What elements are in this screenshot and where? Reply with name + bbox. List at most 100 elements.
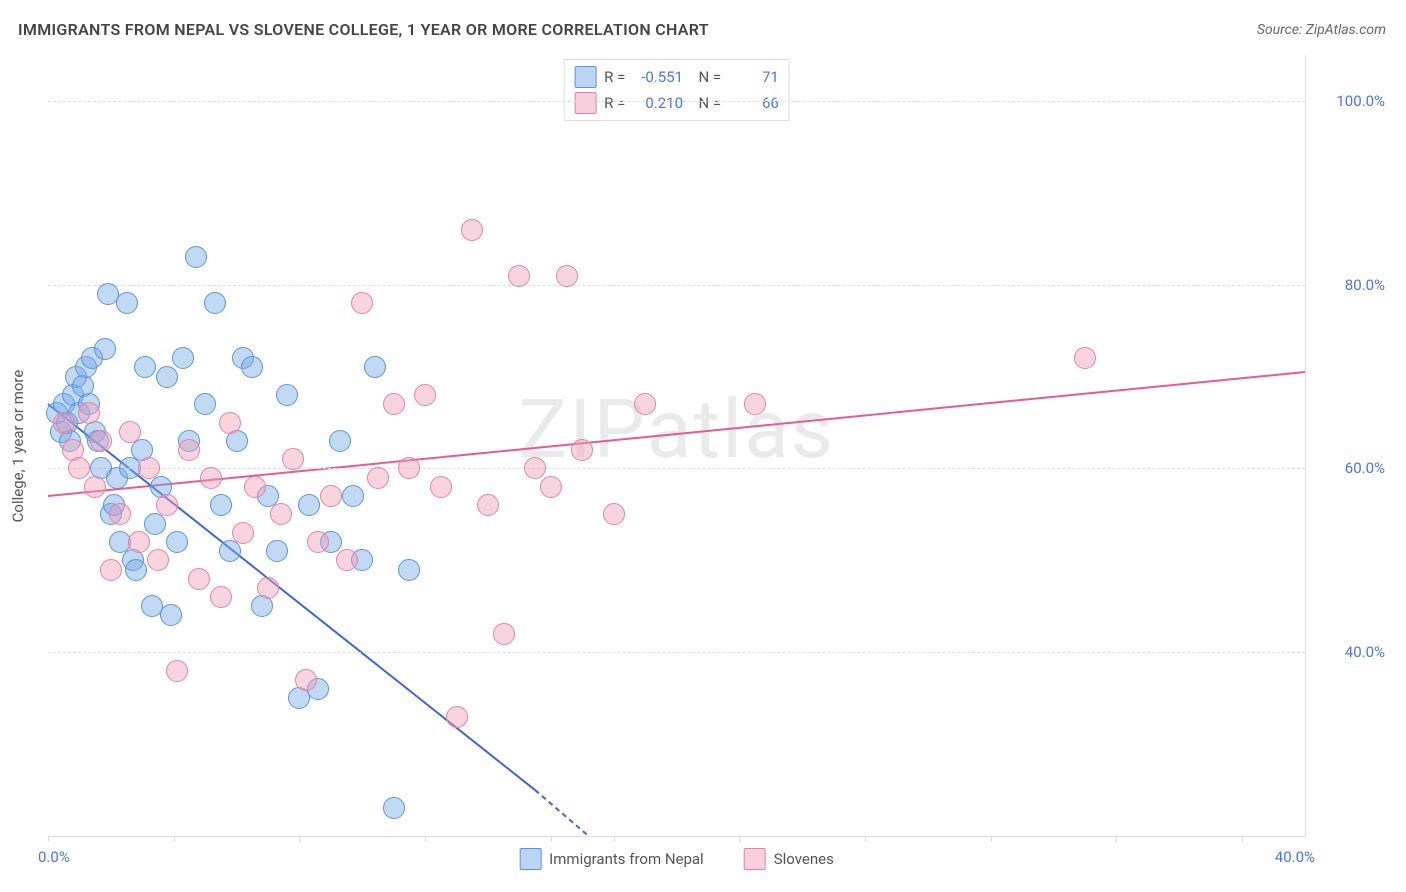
- data-point: [241, 356, 263, 378]
- data-point: [185, 246, 207, 268]
- n-value-nepal: 71: [725, 68, 779, 86]
- data-point: [204, 292, 226, 314]
- data-point: [172, 347, 194, 369]
- gridline: [48, 652, 1305, 653]
- data-point: [540, 476, 562, 498]
- data-point: [571, 439, 593, 461]
- x-tick: [991, 836, 992, 842]
- data-point: [524, 457, 546, 479]
- x-tick: [48, 836, 49, 842]
- data-point: [188, 568, 210, 590]
- r-label: R = 0.210: [604, 94, 683, 112]
- data-point: [257, 577, 279, 599]
- r-value-slovene: 0.210: [629, 94, 683, 112]
- r-label: R = -0.551: [604, 68, 683, 86]
- series-legend: Immigrants from Nepal Slovenes: [519, 848, 834, 870]
- data-point: [100, 559, 122, 581]
- data-point: [160, 604, 182, 626]
- data-point: [94, 338, 116, 360]
- legend-label-nepal: Immigrants from Nepal: [549, 850, 704, 868]
- gridline: [48, 101, 1305, 102]
- x-axis-max-label: 40.0%: [1275, 848, 1315, 866]
- data-point: [414, 384, 436, 406]
- source-link[interactable]: ZipAtlas.com: [1306, 22, 1386, 38]
- data-point: [307, 531, 329, 553]
- data-point: [210, 586, 232, 608]
- y-tick-label: 80.0%: [1315, 276, 1385, 294]
- data-point: [119, 421, 141, 443]
- data-point: [219, 412, 241, 434]
- data-point: [342, 485, 364, 507]
- data-point: [116, 292, 138, 314]
- data-point: [232, 522, 254, 544]
- data-point: [282, 448, 304, 470]
- data-point: [364, 356, 386, 378]
- data-point: [53, 412, 75, 434]
- scatter-plot-area: College, 1 year or more ZIPatlas R = -0.…: [48, 55, 1306, 837]
- data-point: [78, 402, 100, 424]
- swatch-blue-icon: [574, 66, 596, 88]
- chart-title: IMMIGRANTS FROM NEPAL VS SLOVENE COLLEGE…: [18, 20, 709, 39]
- data-point: [90, 430, 112, 452]
- data-point: [134, 356, 156, 378]
- n-label: N = 71: [691, 68, 779, 86]
- data-point: [461, 219, 483, 241]
- x-tick: [614, 836, 615, 842]
- gridline: [48, 285, 1305, 286]
- data-point: [1074, 347, 1096, 369]
- data-point: [383, 797, 405, 819]
- data-point: [109, 503, 131, 525]
- legend-row-slovene: R = 0.210 N = 66: [574, 90, 779, 116]
- data-point: [298, 494, 320, 516]
- y-tick-label: 100.0%: [1315, 92, 1385, 110]
- data-point: [270, 503, 292, 525]
- x-tick: [1242, 836, 1243, 842]
- data-point: [156, 494, 178, 516]
- data-point: [128, 531, 150, 553]
- data-point: [329, 430, 351, 452]
- data-point: [336, 549, 358, 571]
- data-point: [219, 540, 241, 562]
- data-point: [200, 467, 222, 489]
- data-point: [398, 559, 420, 581]
- x-tick: [425, 836, 426, 842]
- y-axis-title: College, 1 year or more: [9, 369, 27, 522]
- legend-item-nepal: Immigrants from Nepal: [519, 848, 704, 870]
- data-point: [156, 366, 178, 388]
- x-tick: [1116, 836, 1117, 842]
- legend-row-nepal: R = -0.551 N = 71: [574, 64, 779, 90]
- data-point: [446, 706, 468, 728]
- n-value-slovene: 66: [725, 94, 779, 112]
- data-point: [398, 457, 420, 479]
- data-point: [147, 549, 169, 571]
- data-point: [367, 467, 389, 489]
- data-point: [276, 384, 298, 406]
- x-tick: [865, 836, 866, 842]
- data-point: [320, 485, 342, 507]
- data-point: [68, 457, 90, 479]
- data-point: [493, 623, 515, 645]
- data-point: [744, 393, 766, 415]
- gridline: [48, 468, 1305, 469]
- data-point: [383, 393, 405, 415]
- source-label: Source:: [1257, 22, 1306, 38]
- n-label: N = 66: [691, 94, 779, 112]
- x-tick: [299, 836, 300, 842]
- data-point: [477, 494, 499, 516]
- x-tick: [174, 836, 175, 842]
- data-point: [603, 503, 625, 525]
- correlation-legend: R = -0.551 N = 71 R = 0.210 N = 66: [563, 59, 790, 121]
- data-point: [84, 476, 106, 498]
- y-tick-label: 60.0%: [1315, 459, 1385, 477]
- data-point: [144, 513, 166, 535]
- swatch-blue-icon: [519, 848, 541, 870]
- data-point: [138, 457, 160, 479]
- x-axis-min-label: 0.0%: [38, 848, 70, 866]
- legend-label-slovene: Slovenes: [774, 850, 834, 868]
- data-point: [178, 439, 200, 461]
- data-point: [210, 494, 232, 516]
- data-point: [166, 531, 188, 553]
- x-tick: [551, 836, 552, 842]
- y-tick-label: 40.0%: [1315, 643, 1385, 661]
- data-point: [244, 476, 266, 498]
